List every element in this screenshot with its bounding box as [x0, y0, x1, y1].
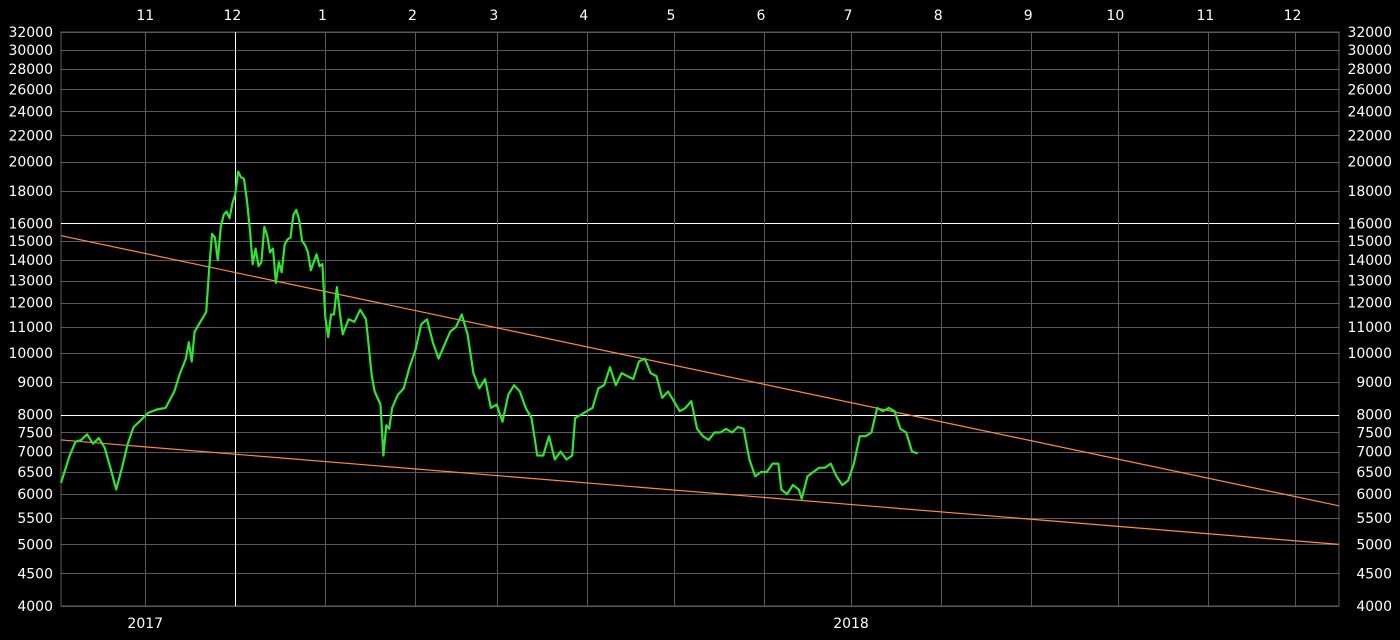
year-label: 2018: [833, 616, 869, 632]
month-tick-label: 2: [408, 8, 417, 24]
year-axis: 2017 2018: [127, 616, 868, 632]
y-tick-label: 7000: [1356, 445, 1392, 461]
month-tick-label: 12: [223, 8, 241, 24]
grid: [60, 31, 1340, 607]
y-tick-label: 28000: [8, 62, 53, 78]
y-tick-label: 5000: [1356, 537, 1392, 553]
y-tick-label: 6500: [17, 465, 53, 481]
y-tick-label: 14000: [1347, 253, 1392, 269]
month-tick-label: 5: [666, 8, 675, 24]
y-tick-label: 12000: [1347, 296, 1392, 312]
month-tick-label: 9: [1024, 8, 1033, 24]
y-tick-label: 4500: [17, 566, 53, 582]
y-tick-label: 13000: [8, 274, 53, 290]
y-tick-label: 22000: [1347, 128, 1392, 144]
y-tick-label: 16000: [1347, 216, 1392, 232]
y-tick-label: 4000: [1356, 599, 1392, 615]
y-tick-label: 8000: [17, 408, 53, 424]
y-tick-label: 7500: [17, 425, 53, 441]
y-tick-label: 8000: [1356, 408, 1392, 424]
y-tick-label: 5000: [17, 537, 53, 553]
y-tick-label: 32000: [8, 25, 53, 41]
y-tick-label: 18000: [8, 184, 53, 200]
y-tick-label: 11000: [1347, 320, 1392, 336]
month-tick-label: 12: [1284, 8, 1302, 24]
y-tick-label: 7000: [17, 445, 53, 461]
y-tick-label: 32000: [1347, 25, 1392, 41]
y-tick-label: 13000: [1347, 274, 1392, 290]
plot-frame: [60, 31, 1340, 607]
y-tick-label: 24000: [8, 104, 53, 120]
month-tick-label: 11: [1196, 8, 1214, 24]
y-tick-label: 7500: [1356, 425, 1392, 441]
month-tick-label: 4: [579, 8, 588, 24]
y-tick-label: 5500: [1356, 511, 1392, 527]
y-tick-label: 20000: [1347, 155, 1392, 171]
price-line: [59, 170, 919, 500]
y-tick-label: 30000: [8, 43, 53, 59]
y-tick-label: 26000: [8, 82, 53, 98]
y-tick-label: 15000: [1347, 234, 1392, 250]
month-tick-label: 6: [757, 8, 766, 24]
y-tick-label: 22000: [8, 128, 53, 144]
y-tick-label: 6000: [1356, 487, 1392, 503]
price-series: [59, 170, 919, 500]
trendline: [60, 439, 1340, 546]
y-tick-label: 16000: [8, 216, 53, 232]
y-tick-label: 6000: [17, 487, 53, 503]
y-tick-label: 30000: [1347, 43, 1392, 59]
trendlines: [60, 235, 1340, 546]
y-tick-label: 20000: [8, 155, 53, 171]
y-tick-label: 5500: [17, 511, 53, 527]
y-tick-label: 10000: [8, 346, 53, 362]
y-tick-label: 26000: [1347, 82, 1392, 98]
y-tick-label: 6500: [1356, 465, 1392, 481]
y-tick-label: 18000: [1347, 184, 1392, 200]
month-tick-label: 11: [136, 8, 154, 24]
month-tick-label: 1: [318, 8, 327, 24]
month-tick-label: 3: [489, 8, 498, 24]
month-tick-label: 10: [1106, 8, 1124, 24]
y-tick-label: 10000: [1347, 346, 1392, 362]
y-tick-label: 28000: [1347, 62, 1392, 78]
trendline: [60, 235, 1340, 507]
y-tick-label: 15000: [8, 234, 53, 250]
y-tick-label: 12000: [8, 296, 53, 312]
y-tick-label: 9000: [1356, 375, 1392, 391]
year-label: 2017: [127, 616, 163, 632]
y-tick-label: 4500: [1356, 566, 1392, 582]
month-tick-label: 8: [934, 8, 943, 24]
month-tick-label: 7: [844, 8, 853, 24]
y-tick-label: 4000: [17, 599, 53, 615]
y-tick-label: 9000: [17, 375, 53, 391]
y-tick-label: 24000: [1347, 104, 1392, 120]
y-tick-label: 14000: [8, 253, 53, 269]
month-axis: 11 12 1 2 3 4 5 6 7 8 9 10 11 12: [136, 8, 1301, 24]
y-tick-label: 11000: [8, 320, 53, 336]
